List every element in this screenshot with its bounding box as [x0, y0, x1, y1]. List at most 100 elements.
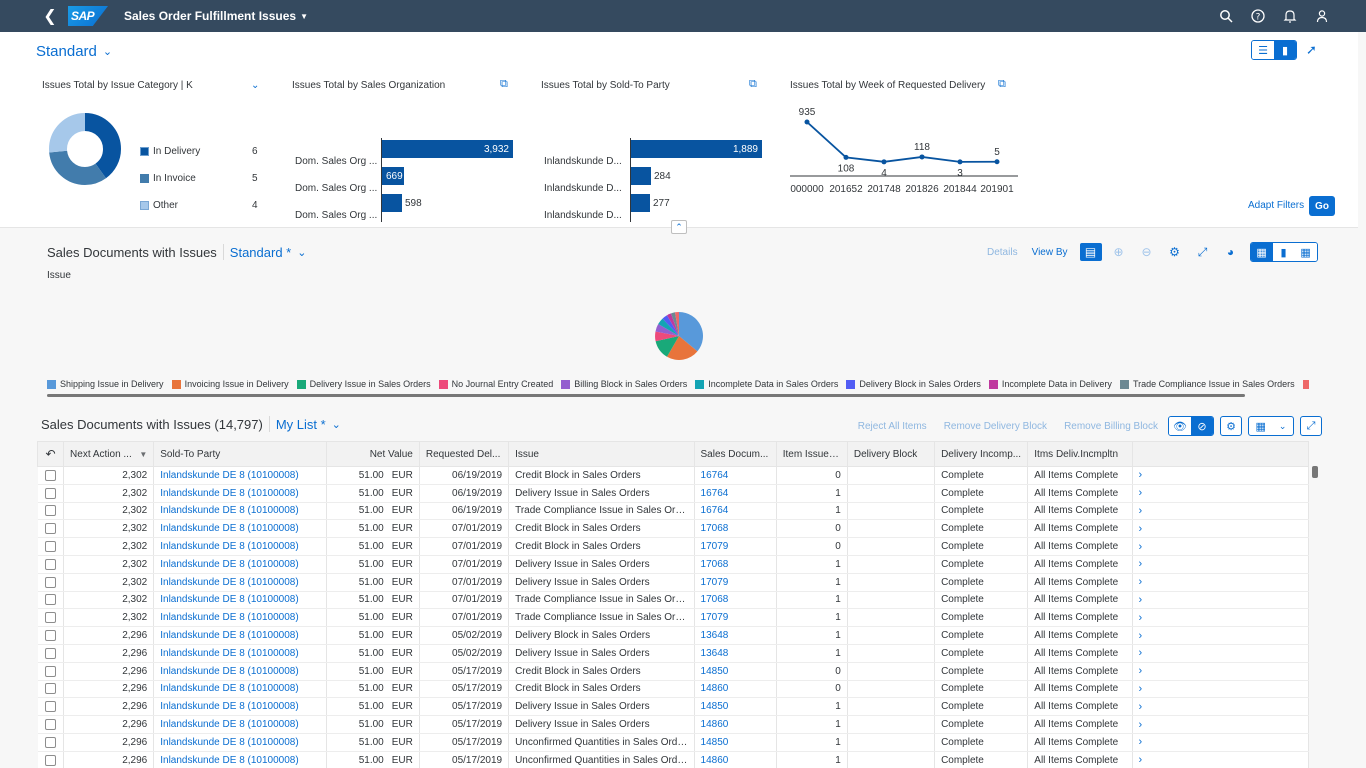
open-in-popup-icon[interactable]: ⧉ [998, 78, 1006, 90]
row-navigation-chevron-icon[interactable]: › [1132, 502, 1310, 521]
pie-slice-no-journal[interactable] [655, 331, 679, 342]
sales-document-link[interactable]: 13648 [694, 644, 777, 663]
donut-slice-in-invoice[interactable] [49, 113, 121, 185]
legend-item[interactable]: No Journal Entry Created [438, 379, 553, 389]
legend-item[interactable]: Trade Compliance Issue in Sales Orders [1119, 379, 1295, 389]
sold-to-party-link[interactable]: Inlandskunde DE 8 (10100008) [153, 644, 327, 663]
row-checkbox[interactable] [44, 594, 56, 606]
row-navigation-chevron-icon[interactable]: › [1132, 573, 1310, 592]
legend-item[interactable]: Billing Block in Sales Orders [561, 379, 687, 389]
col-issue[interactable]: Issue [508, 441, 695, 467]
row-checkbox[interactable] [44, 576, 56, 588]
row-checkbox[interactable] [44, 630, 56, 642]
sold-to-party-link[interactable]: Inlandskunde DE 8 (10100008) [153, 715, 327, 734]
table-row[interactable]: 2,296 Inlandskunde DE 8 (10100008) 51.00 EU… [37, 751, 1310, 768]
sales-document-link[interactable]: 17079 [694, 573, 777, 592]
pie-slice-shipping[interactable] [679, 312, 703, 352]
row-checkbox[interactable] [44, 736, 56, 748]
line-point[interactable] [843, 154, 849, 160]
row-checkbox[interactable] [44, 487, 56, 499]
table-row[interactable]: 2,296 Inlandskunde DE 8 (10100008) 51.00 EU… [37, 644, 1310, 663]
pie-slice-delivery-block[interactable] [662, 315, 680, 336]
legend-item[interactable]: Unconfirmed Q [1302, 379, 1309, 389]
sales-document-link[interactable]: 16764 [694, 466, 777, 485]
bar-sold-to-1[interactable]: 1,889 [631, 140, 762, 158]
line-point[interactable] [994, 159, 1000, 165]
zoom-out-icon[interactable]: ⊖ [1141, 245, 1152, 259]
row-navigation-chevron-icon[interactable]: › [1132, 733, 1310, 752]
row-checkbox[interactable] [44, 719, 56, 731]
pie-slice-incomplete-so[interactable] [658, 318, 679, 336]
chart-variant-management[interactable]: Standard * ⌄ [230, 245, 307, 260]
sales-document-link[interactable]: 13648 [694, 626, 777, 645]
table-settings-gear-icon[interactable]: ⚙ [1220, 416, 1242, 436]
row-checkbox[interactable] [44, 469, 56, 481]
col-requested-delivery[interactable]: Requested Del... [418, 441, 510, 467]
sold-to-party-link[interactable]: Inlandskunde DE 8 (10100008) [153, 626, 327, 645]
user-profile-icon[interactable] [1312, 6, 1332, 26]
sales-document-link[interactable]: 17068 [694, 519, 777, 539]
pie-slice-billing-block[interactable] [655, 324, 680, 336]
open-in-popup-icon[interactable]: ⧉ [500, 78, 508, 90]
sold-to-party-link[interactable]: Inlandskunde DE 8 (10100008) [153, 733, 327, 752]
sales-document-link[interactable]: 17079 [694, 537, 777, 556]
table-row[interactable]: 2,296 Inlandskunde DE 8 (10100008) 51.00 EU… [37, 715, 1310, 734]
line-point[interactable] [957, 159, 963, 165]
table-row[interactable]: 2,302 Inlandskunde DE 8 (10100008) 51.00 EU… [37, 537, 1310, 556]
pie-slice-incomplete-delivery[interactable] [667, 313, 679, 336]
undo-icon[interactable]: ↶ [36, 441, 65, 467]
adapt-filters-link[interactable]: Adapt Filters [1248, 200, 1305, 211]
sold-to-party-link[interactable]: Inlandskunde DE 8 (10100008) [153, 519, 327, 539]
row-navigation-chevron-icon[interactable]: › [1132, 555, 1310, 574]
row-checkbox[interactable] [44, 754, 56, 766]
sales-document-link[interactable]: 14860 [694, 751, 777, 768]
row-navigation-chevron-icon[interactable]: › [1132, 662, 1310, 681]
legend-toggle-icon[interactable]: ▤ [1079, 243, 1102, 261]
row-navigation-chevron-icon[interactable]: › [1132, 484, 1310, 503]
donut-slice-other[interactable] [49, 113, 121, 185]
table-row[interactable]: 2,302 Inlandskunde DE 8 (10100008) 51.00 EU… [37, 591, 1310, 610]
notifications-bell-icon[interactable] [1280, 6, 1300, 26]
export-menu-button[interactable]: ▦ ⌄ [1248, 416, 1294, 436]
view-by-button[interactable]: View By [1031, 246, 1068, 258]
card-sold-to-party[interactable]: Issues Total by Sold-To Party ⧉ Inlandsk… [541, 76, 773, 222]
sap-logo[interactable]: SAP [68, 6, 108, 26]
chevron-down-icon[interactable]: ⌄ [251, 80, 260, 91]
table-only-icon[interactable]: ▦ [1294, 243, 1317, 261]
table-row[interactable]: 2,296 Inlandskunde DE 8 (10100008) 51.00 EU… [37, 697, 1310, 717]
bar-sales-org-3[interactable] [382, 194, 402, 212]
hide-details-eye-icon[interactable]: ⊘ [1191, 417, 1213, 435]
table-row[interactable]: 2,302 Inlandskunde DE 8 (10100008) 51.00 EU… [37, 502, 1310, 521]
variant-management[interactable]: Standard ⌄ [36, 43, 112, 60]
table-row[interactable]: 2,296 Inlandskunde DE 8 (10100008) 51.00 EU… [37, 662, 1310, 681]
sold-to-party-link[interactable]: Inlandskunde DE 8 (10100008) [153, 751, 327, 768]
col-net-value[interactable]: Net Value [325, 441, 420, 467]
sales-document-link[interactable]: 14860 [694, 680, 777, 699]
table-row[interactable]: 2,302 Inlandskunde DE 8 (10100008) 51.00 EU… [37, 555, 1310, 574]
sold-to-party-link[interactable]: Inlandskunde DE 8 (10100008) [153, 502, 327, 521]
table-row[interactable]: 2,296 Inlandskunde DE 8 (10100008) 51.00 EU… [37, 626, 1310, 645]
col-sold-to-party[interactable]: Sold-To Party [153, 441, 327, 467]
row-checkbox[interactable] [44, 701, 56, 713]
legend-item[interactable]: Shipping Issue in Delivery [47, 379, 164, 389]
sales-document-link[interactable]: 17079 [694, 608, 777, 628]
table-row[interactable]: 2,302 Inlandskunde DE 8 (10100008) 51.00 EU… [37, 608, 1310, 628]
row-checkbox[interactable] [44, 541, 56, 553]
row-checkbox[interactable] [44, 558, 56, 570]
card-issue-category[interactable]: Issues Total by Issue Category | K ⌄ In … [42, 76, 274, 211]
sales-document-link[interactable]: 14850 [694, 733, 777, 752]
pie-slice-trade-compliance[interactable] [671, 312, 679, 336]
table-row[interactable]: 2,302 Inlandskunde DE 8 (10100008) 51.00 EU… [37, 484, 1310, 503]
sold-to-party-link[interactable]: Inlandskunde DE 8 (10100008) [153, 608, 327, 628]
table-fullscreen-icon[interactable]: ⤢ [1300, 416, 1322, 436]
bar-sales-org-1[interactable]: 3,932 [382, 140, 513, 158]
legend-item[interactable]: Delivery Issue in Sales Orders [296, 379, 431, 389]
card-week-requested-delivery[interactable]: Issues Total by Week of Requested Delive… [790, 76, 1030, 196]
row-checkbox[interactable] [44, 612, 56, 624]
col-sales-document[interactable]: Sales Docum... [693, 441, 777, 467]
sold-to-party-link[interactable]: Inlandskunde DE 8 (10100008) [153, 662, 327, 681]
sold-to-party-link[interactable]: Inlandskunde DE 8 (10100008) [153, 466, 327, 485]
row-checkbox[interactable] [44, 505, 56, 517]
legend-other[interactable]: Other [140, 200, 178, 211]
sold-to-party-link[interactable]: Inlandskunde DE 8 (10100008) [153, 680, 327, 699]
